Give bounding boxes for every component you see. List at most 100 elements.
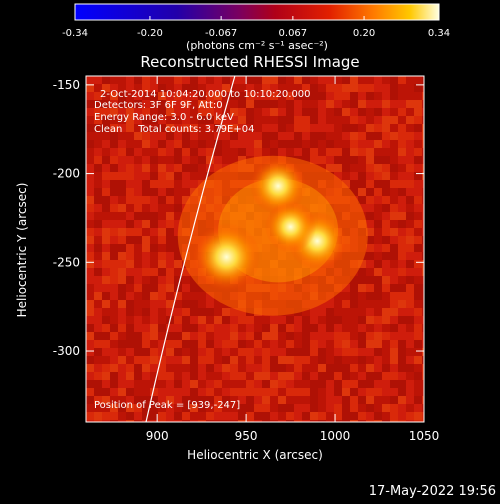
image-pixel [102, 76, 110, 84]
image-pixel [150, 212, 158, 220]
image-pixel [390, 244, 398, 252]
image-pixel [166, 412, 174, 420]
image-pixel [142, 284, 150, 292]
image-pixel [150, 372, 158, 380]
image-pixel [254, 100, 262, 108]
y-axis-label: Heliocentric Y (arcsec) [15, 183, 29, 318]
image-pixel [150, 132, 158, 140]
image-pixel [126, 236, 134, 244]
image-pixel [318, 396, 326, 404]
image-pixel [206, 84, 214, 92]
image-pixel [150, 196, 158, 204]
image-pixel [358, 388, 366, 396]
image-pixel [166, 284, 174, 292]
image-pixel [334, 396, 342, 404]
image-pixel [174, 404, 182, 412]
image-pixel [198, 164, 206, 172]
image-pixel [374, 348, 382, 356]
image-pixel [94, 380, 102, 388]
image-pixel [150, 412, 158, 420]
image-pixel [126, 172, 134, 180]
image-pixel [398, 380, 406, 388]
image-pixel [102, 180, 110, 188]
image-pixel [190, 76, 198, 84]
image-pixel [302, 324, 310, 332]
image-pixel [86, 420, 94, 422]
image-pixel [206, 124, 214, 132]
image-pixel [214, 92, 222, 100]
image-pixel [262, 372, 270, 380]
image-pixel [246, 356, 254, 364]
image-pixel [150, 188, 158, 196]
image-pixel [278, 324, 286, 332]
image-pixel [270, 332, 278, 340]
image-pixel [398, 284, 406, 292]
image-pixel [206, 164, 214, 172]
image-pixel [142, 268, 150, 276]
image-pixel [286, 372, 294, 380]
image-pixel [214, 388, 222, 396]
image-pixel [406, 140, 414, 148]
image-pixel [398, 276, 406, 284]
image-pixel [190, 364, 198, 372]
image-pixel [150, 92, 158, 100]
image-pixel [382, 316, 390, 324]
image-pixel [382, 172, 390, 180]
image-pixel [350, 404, 358, 412]
image-pixel [238, 316, 246, 324]
image-pixel [102, 212, 110, 220]
image-pixel [366, 108, 374, 116]
image-pixel [270, 148, 278, 156]
image-pixel [174, 204, 182, 212]
image-pixel [222, 420, 230, 422]
image-pixel [254, 324, 262, 332]
image-pixel [238, 100, 246, 108]
image-pixel [190, 132, 198, 140]
image-pixel [390, 300, 398, 308]
image-pixel [126, 164, 134, 172]
image-pixel [358, 292, 366, 300]
image-pixel [118, 140, 126, 148]
image-pixel [150, 324, 158, 332]
image-pixel [358, 348, 366, 356]
image-pixel [262, 364, 270, 372]
image-pixel [254, 108, 262, 116]
image-pixel [230, 380, 238, 388]
image-pixel [118, 164, 126, 172]
image-pixel [182, 356, 190, 364]
image-pixel [198, 388, 206, 396]
image-pixel [414, 100, 422, 108]
image-pixel [382, 196, 390, 204]
image-pixel [366, 372, 374, 380]
image-pixel [158, 260, 166, 268]
image-pixel [230, 124, 238, 132]
image-pixel [374, 260, 382, 268]
image-pixel [110, 356, 118, 364]
emission-source [192, 222, 261, 291]
image-pixel [382, 244, 390, 252]
image-pixel [310, 380, 318, 388]
image-pixel [190, 388, 198, 396]
image-pixel [358, 284, 366, 292]
image-pixel [86, 180, 94, 188]
image-pixel [182, 108, 190, 116]
image-pixel [414, 212, 422, 220]
image-pixel [142, 412, 150, 420]
image-pixel [230, 404, 238, 412]
image-pixel [374, 228, 382, 236]
image-pixel [166, 356, 174, 364]
image-pixel [406, 276, 414, 284]
image-pixel [174, 372, 182, 380]
image-pixel [134, 364, 142, 372]
image-pixel [326, 380, 334, 388]
image-pixel [150, 420, 158, 422]
image-pixel [358, 276, 366, 284]
image-pixel [158, 84, 166, 92]
image-pixel [166, 324, 174, 332]
image-pixel [126, 212, 134, 220]
x-tick-label: 950 [235, 429, 258, 443]
image-pixel [86, 204, 94, 212]
image-pixel [342, 380, 350, 388]
image-pixel [230, 156, 238, 164]
image-pixel [374, 236, 382, 244]
